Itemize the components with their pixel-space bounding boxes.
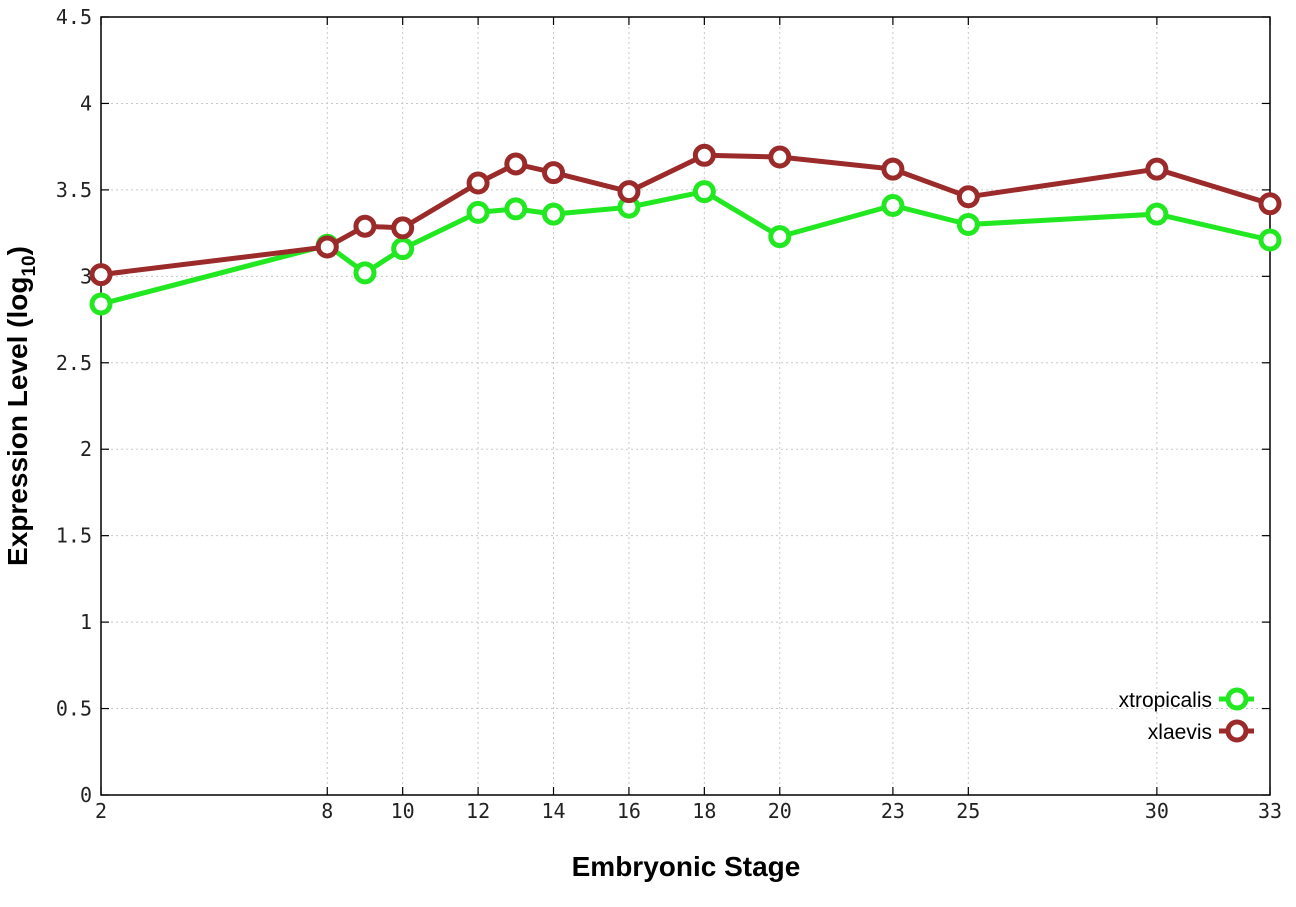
legend-item-xlaevis: xlaevis: [1148, 719, 1254, 744]
series-line-xtropicalis: [100, 189, 1271, 307]
legend-label: xlaevis: [1148, 721, 1212, 744]
y-tick-label: 3.5: [56, 178, 92, 202]
legend-item-xtropicalis: xtropicalis: [1119, 687, 1254, 712]
legend-marker-swatch: [1225, 687, 1249, 711]
y-tick-label: 0.5: [56, 697, 92, 721]
y-tick-label: 4: [80, 91, 92, 115]
data-point-xtropicalis: [391, 237, 415, 261]
data-point-xtropicalis: [768, 225, 792, 249]
data-point-xlaevis: [617, 180, 641, 204]
y-tick-label: 1: [80, 610, 92, 634]
legend-label: xtropicalis: [1119, 689, 1212, 712]
y-axis-title: Expression Level (log10): [2, 246, 40, 566]
x-tick-label: 30: [1145, 799, 1169, 823]
data-point-xlaevis: [881, 157, 905, 181]
data-point-xtropicalis: [956, 212, 980, 236]
x-tick-label: 16: [617, 799, 641, 823]
y-axis-title-close: ): [2, 246, 33, 255]
data-point-xlaevis: [1145, 157, 1169, 181]
data-point-xlaevis: [768, 145, 792, 169]
data-point-xtropicalis: [353, 261, 377, 285]
y-tick-label: 2: [80, 437, 92, 461]
y-tick-label: 0: [80, 783, 92, 807]
series-xlaevis: [89, 143, 1282, 287]
y-tick-label: 1.5: [56, 524, 92, 548]
axis-ticks: 0 0.5 1 1.5 2 2.5 3 3.5 4 4.5 2 8 10 12 14 16 18 20 23 25 30…: [56, 5, 1282, 823]
plot-frame: [100, 16, 1271, 796]
x-tick-label: 10: [391, 799, 415, 823]
data-point-xlaevis: [315, 235, 339, 259]
x-tick-label: 33: [1258, 799, 1282, 823]
x-tick-label: 2: [95, 799, 107, 823]
y-axis-title-subscript: 10: [19, 255, 40, 276]
data-point-xtropicalis: [89, 292, 113, 316]
data-point-xlaevis: [1258, 192, 1282, 216]
x-tick-label: 14: [541, 799, 565, 823]
x-tick-label: 23: [881, 799, 905, 823]
x-tick-label: 12: [466, 799, 490, 823]
series-layer: [89, 143, 1282, 316]
x-tick-label: 18: [692, 799, 716, 823]
y-tick-label: 3: [80, 264, 92, 288]
data-point-xtropicalis: [1258, 228, 1282, 252]
data-point-xlaevis: [542, 161, 566, 185]
data-point-xtropicalis: [466, 200, 490, 224]
data-point-xtropicalis: [504, 197, 528, 221]
legend: xtropicalis xlaevis: [1119, 687, 1254, 744]
legend-marker-swatch: [1225, 719, 1249, 743]
data-point-xlaevis: [504, 152, 528, 176]
y-tick-label: 4.5: [56, 5, 92, 29]
x-axis-title: Embryonic Stage: [572, 851, 801, 882]
data-point-xtropicalis: [1145, 202, 1169, 226]
data-point-xlaevis: [391, 216, 415, 240]
x-tick-label: 8: [321, 799, 333, 823]
data-point-xtropicalis: [542, 202, 566, 226]
data-point-xlaevis: [692, 143, 716, 167]
y-axis-title-main: Expression Level (log: [2, 277, 33, 566]
x-tick-label: 20: [768, 799, 792, 823]
data-point-xtropicalis: [881, 193, 905, 217]
data-point-xlaevis: [353, 214, 377, 238]
data-point-xlaevis: [466, 171, 490, 195]
data-point-xlaevis: [956, 185, 980, 209]
data-point-xtropicalis: [692, 180, 716, 204]
grid: [101, 17, 1270, 795]
x-tick-label: 25: [956, 799, 980, 823]
data-point-xlaevis: [89, 263, 113, 287]
series-xtropicalis: [89, 180, 1282, 316]
y-tick-label: 2.5: [56, 351, 92, 375]
